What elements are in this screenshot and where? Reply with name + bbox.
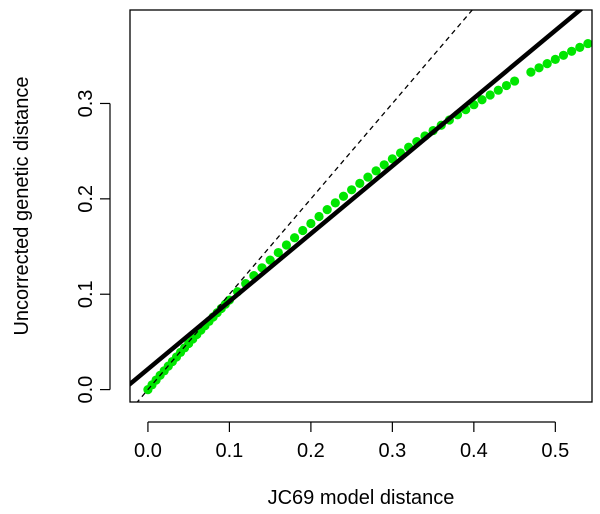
data-point: [550, 54, 560, 65]
data-point: [501, 80, 512, 91]
data-point: [281, 240, 292, 250]
y-tick-label: 0.1: [75, 280, 97, 308]
data-point: [477, 95, 487, 105]
x-tick-label: 0.2: [297, 440, 325, 462]
x-tick-label: 0.1: [216, 440, 244, 462]
data-point: [330, 198, 340, 208]
data-point: [542, 59, 552, 69]
y-tick-label: 0.2: [75, 185, 97, 213]
data-point: [526, 67, 536, 77]
y-tick-label: 0.3: [75, 90, 97, 118]
data-point: [575, 42, 585, 52]
identity-line: [136, 10, 474, 402]
data-point: [509, 76, 520, 86]
x-tick-label: 0.4: [460, 440, 488, 462]
x-axis-label: JC69 model distance: [268, 487, 455, 509]
data-point: [298, 225, 308, 236]
data-point: [306, 218, 316, 229]
x-axis: 0.0 0.1 0.2 0.3 0.4 0.5: [134, 421, 569, 462]
data-point: [379, 160, 389, 170]
x-tick-label: 0.0: [134, 440, 162, 462]
data-point: [363, 172, 373, 182]
y-axis: 0.0 0.1 0.2 0.3: [75, 90, 111, 404]
data-point: [355, 178, 365, 188]
data-point: [567, 46, 577, 56]
data-layer: [130, 10, 592, 402]
data-point: [534, 63, 544, 73]
data-point: [314, 211, 324, 222]
data-point: [265, 255, 275, 265]
data-point: [322, 205, 332, 215]
regression-line: [130, 10, 584, 387]
data-point: [347, 185, 357, 195]
data-point: [273, 247, 283, 258]
x-tick-label: 0.3: [378, 440, 406, 462]
data-point: [289, 233, 300, 243]
y-axis-label: Uncorrected genetic distance: [11, 76, 33, 335]
data-point: [338, 191, 349, 201]
data-point: [583, 38, 592, 49]
data-point: [371, 166, 381, 176]
x-tick-label: 0.5: [541, 440, 569, 462]
plot-frame: [129, 9, 593, 403]
data-point: [493, 85, 503, 95]
data-point: [485, 90, 495, 100]
data-point: [558, 50, 569, 60]
y-tick-label: 0.0: [75, 376, 97, 404]
